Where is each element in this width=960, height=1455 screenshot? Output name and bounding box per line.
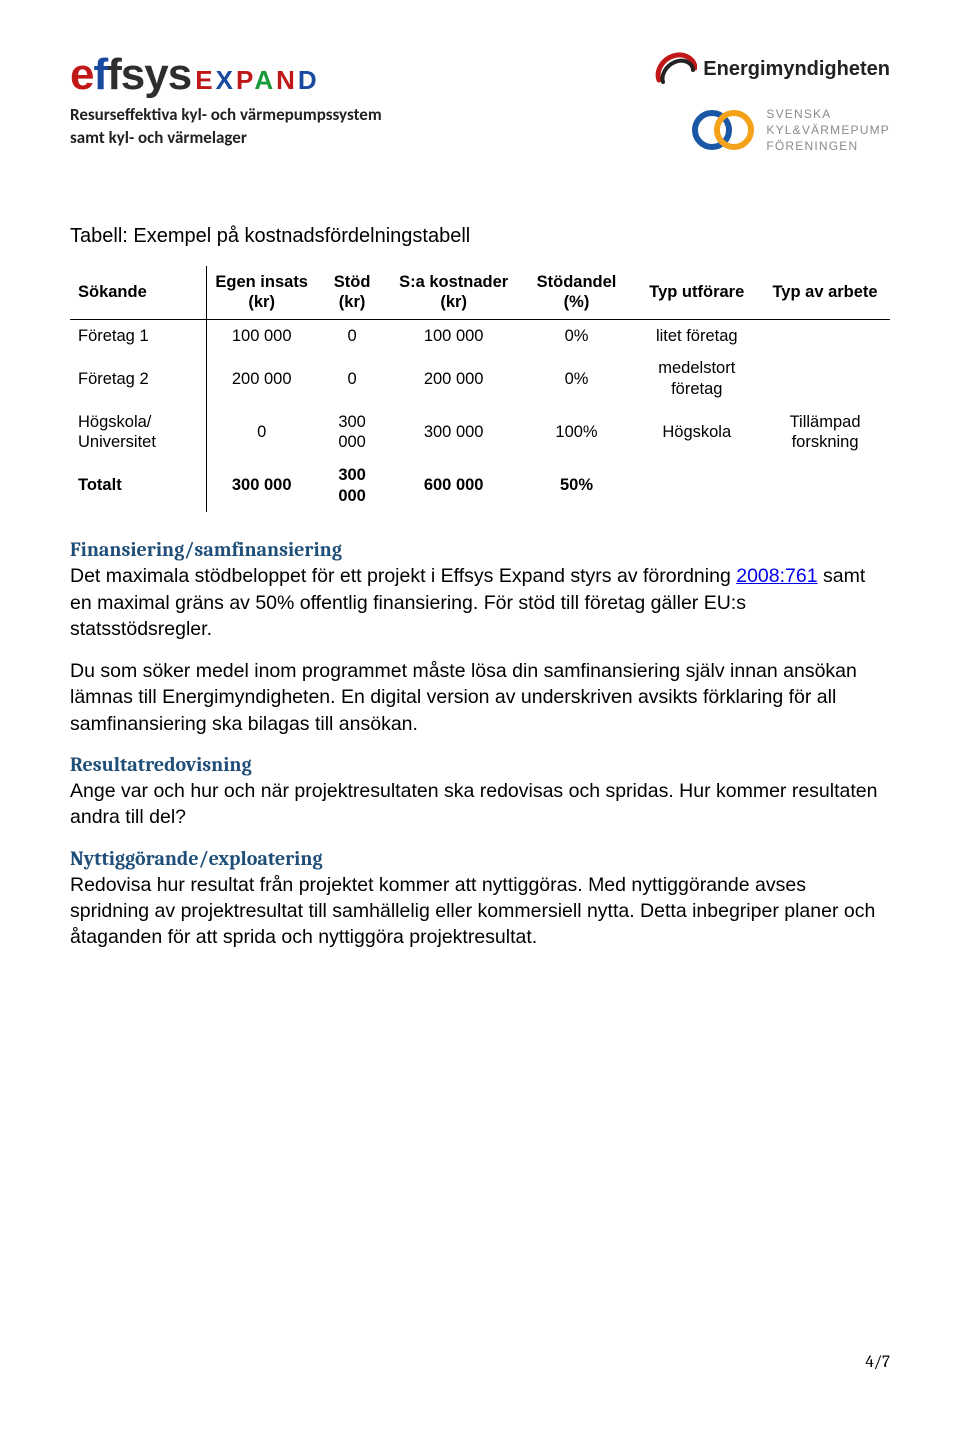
cell [760, 459, 890, 512]
col-typ-av-arbete: Typ av arbete [760, 266, 890, 320]
heading-resultat: Resultatredovisning [70, 753, 890, 776]
cell: Företag 2 [70, 352, 207, 405]
energi-swoosh-icon [655, 50, 697, 88]
tagline-line2: samt kyl- och värmelager [70, 127, 247, 148]
cell: 0 [316, 319, 387, 352]
energimyndigheten-logo: Energimyndigheten [655, 50, 890, 88]
col-egen-insats: Egen insats (kr) [207, 266, 317, 320]
page-header: e f f s y s EXPAND Resurseffektiva kyl- … [70, 50, 890, 155]
header-right: Energimyndigheten SVENSKA KYL&VÄRMEPUMP … [655, 50, 890, 155]
heading-nyttiggorande: Nyttiggörande/exploatering [70, 847, 890, 870]
table-row-total: Totalt 300 000 300 000 600 000 50% [70, 459, 890, 512]
effsys-letter: s [121, 50, 144, 100]
cell: litet företag [633, 319, 760, 352]
table-header-row: Sökande Egen insats (kr) Stöd (kr) S:a k… [70, 266, 890, 320]
page-number: 4/7 [865, 1353, 890, 1372]
cell: 300 000 [316, 459, 387, 512]
fin-p1-a: Det maximala stödbeloppet för ett projek… [70, 565, 736, 587]
col-typ-utforare: Typ utförare [633, 266, 760, 320]
skvp-text: SVENSKA KYL&VÄRMEPUMP FÖRENINGEN [766, 106, 890, 155]
cell: Högskola [633, 406, 760, 459]
nyt-paragraph: Redovisa hur resultat från projektet kom… [70, 872, 890, 951]
cell: 50% [520, 459, 634, 512]
expand-letter: X [216, 65, 236, 95]
col-sokande: Sökande [70, 266, 207, 320]
cell: 100% [520, 406, 634, 459]
table-row: Högskola/ Universitet 0 300 000 300 000 … [70, 406, 890, 459]
skvp-logo: SVENSKA KYL&VÄRMEPUMP FÖRENINGEN [690, 106, 890, 155]
cell: Totalt [70, 459, 207, 512]
table-row: Företag 1 100 000 0 100 000 0% litet för… [70, 319, 890, 352]
cell: 0% [520, 319, 634, 352]
expand-letter: N [276, 65, 298, 95]
cell: 200 000 [207, 352, 317, 405]
effsys-logo: e f f s y s EXPAND [70, 50, 382, 100]
heading-finansiering: Finansiering/samfinansiering [70, 538, 890, 561]
col-stod: Stöd (kr) [316, 266, 387, 320]
cell: 0% [520, 352, 634, 405]
cell: Företag 1 [70, 319, 207, 352]
cost-table: Sökande Egen insats (kr) Stöd (kr) S:a k… [70, 266, 890, 513]
effsys-letter: f [93, 50, 107, 100]
expand-letter: E [195, 65, 215, 95]
skvp-line1: SVENSKA [766, 107, 831, 121]
cell: 100 000 [207, 319, 317, 352]
cell [633, 459, 760, 512]
fin-paragraph-2: Du som söker medel inom programmet måste… [70, 658, 890, 737]
fin-paragraph-1: Det maximala stödbeloppet för ett projek… [70, 563, 890, 642]
cell: Högskola/ Universitet [70, 406, 207, 459]
expand-letter: D [298, 65, 320, 95]
table-row: Företag 2 200 000 0 200 000 0% medelstor… [70, 352, 890, 405]
section-resultat: Resultatredovisning Ange var och hur och… [70, 753, 890, 831]
expand-word: EXPAND [195, 65, 319, 96]
regulation-link[interactable]: 2008:761 [736, 565, 817, 587]
col-sa-kostnader: S:a kostnader (kr) [388, 266, 520, 320]
cell: 100 000 [388, 319, 520, 352]
cell [760, 352, 890, 405]
cell: Tillämpad forskning [760, 406, 890, 459]
cell: medelstort företag [633, 352, 760, 405]
tagline-line1: Resurseffektiva kyl- och värmepumpssyste… [70, 104, 382, 125]
effsys-letter: f [107, 50, 121, 100]
effsys-letter: s [168, 50, 191, 100]
rings-icon [690, 107, 756, 153]
cell: 200 000 [388, 352, 520, 405]
effsys-letter: e [70, 50, 93, 100]
tagline: Resurseffektiva kyl- och värmepumpssyste… [70, 104, 382, 150]
cell: 300 000 [388, 406, 520, 459]
expand-letter: A [254, 65, 276, 95]
col-stodandel: Stödandel (%) [520, 266, 634, 320]
cell: 600 000 [388, 459, 520, 512]
section-finansiering: Finansiering/samfinansiering Det maximal… [70, 538, 890, 737]
cell [760, 319, 890, 352]
cell: 0 [316, 352, 387, 405]
skvp-line2: KYL&VÄRMEPUMP [766, 123, 890, 137]
cell: 0 [207, 406, 317, 459]
skvp-line3: FÖRENINGEN [766, 139, 858, 153]
expand-letter: P [236, 65, 254, 95]
res-paragraph: Ange var och hur och när projektresultat… [70, 778, 890, 831]
section-nyttiggorande: Nyttiggörande/exploatering Redovisa hur … [70, 847, 890, 951]
table-title: Tabell: Exempel på kostnadsfördelningsta… [70, 225, 890, 248]
cell: 300 000 [207, 459, 317, 512]
cell: 300 000 [316, 406, 387, 459]
header-left: e f f s y s EXPAND Resurseffektiva kyl- … [70, 50, 382, 150]
energi-label: Energimyndigheten [703, 58, 890, 81]
effsys-letter: y [144, 50, 167, 100]
